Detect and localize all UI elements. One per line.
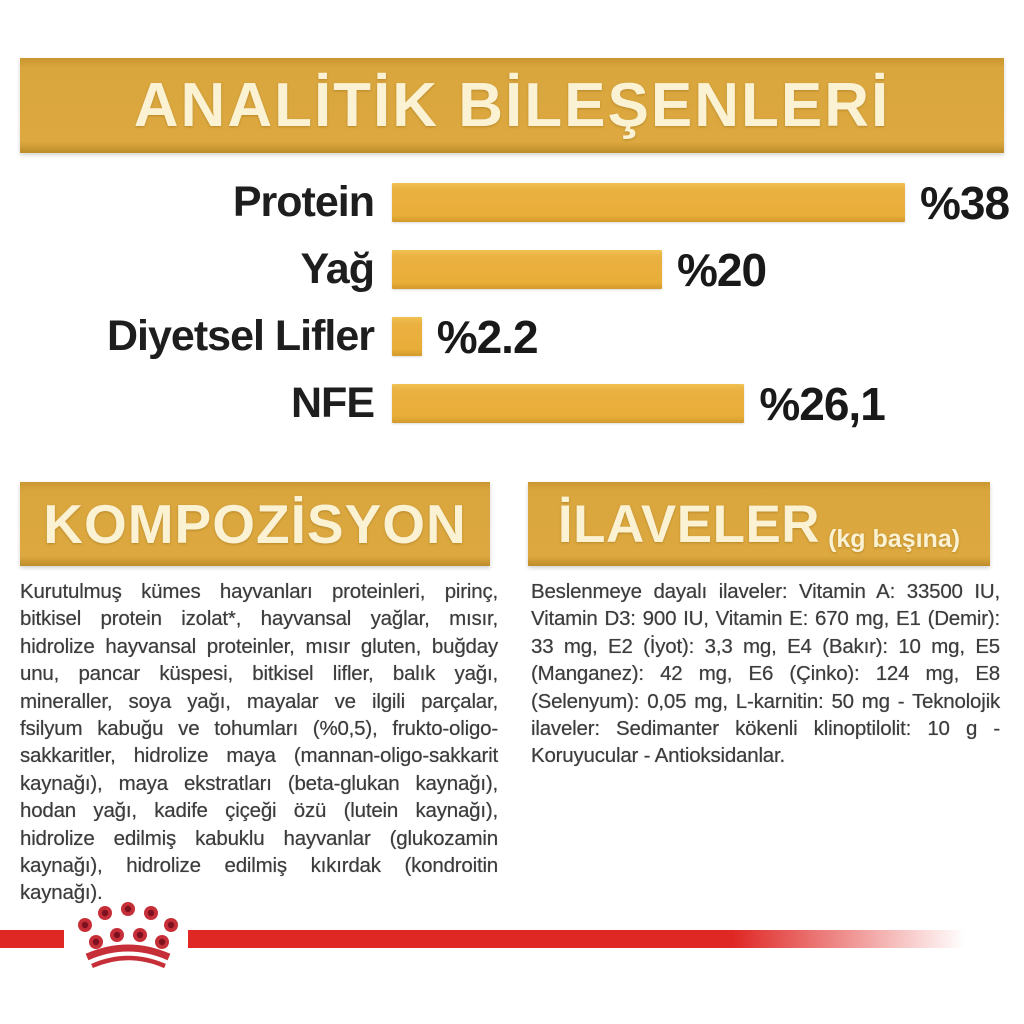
composition-title: KOMPOZİSYON [43, 493, 467, 555]
chart-row: Protein %38 [20, 169, 1020, 236]
chart-row: Yağ %20 [20, 236, 1020, 303]
additives-banner: İLAVELER (kg başına) [528, 482, 990, 566]
chart-bar [392, 250, 662, 289]
chart-category-label: Diyetsel Lifler [107, 312, 375, 360]
chart-row: NFE %26,1 [20, 370, 1020, 437]
chart-value-label: %2.2 [436, 310, 539, 363]
chart-category-label: Protein [232, 178, 375, 226]
chart-bar [392, 317, 422, 356]
additives-subtitle: (kg başına) [828, 525, 961, 553]
footer-red-line-right [188, 930, 965, 948]
chart-bar [392, 183, 905, 222]
footer-red-line-left [0, 930, 64, 948]
analytical-chart: Protein %38 Yağ %20 Diyetsel Lifler %2.2 NFE %2… [20, 169, 1020, 437]
chart-value-label: %26,1 [759, 377, 885, 430]
analytical-components-title: ANALİTİK BİLEŞENLERİ [133, 71, 891, 140]
chart-bar [392, 384, 745, 423]
composition-banner: KOMPOZİSYON [20, 482, 490, 566]
chart-category-label: Yağ [300, 245, 376, 293]
analytical-components-banner: ANALİTİK BİLEŞENLERİ [20, 58, 1004, 153]
chart-value-label: %38 [920, 176, 1010, 229]
chart-row: Diyetsel Lifler %2.2 [20, 303, 1020, 370]
chart-category-label: NFE [291, 379, 375, 427]
composition-body-text: Kurutulmuş kümes hayvanları proteinleri,… [20, 580, 498, 905]
chart-value-label: %20 [677, 243, 767, 296]
additives-body-text: Beslenmeye dayalı ilaveler: Vitamin A: 3… [531, 580, 1000, 768]
additives-title: İLAVELER [557, 494, 821, 554]
royal-canin-crown-icon [78, 902, 178, 969]
